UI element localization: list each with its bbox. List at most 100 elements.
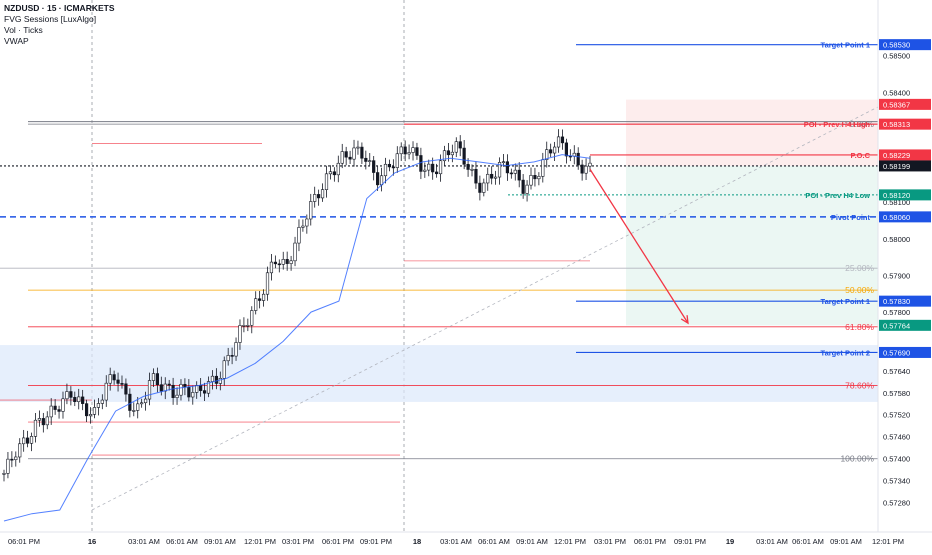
candle-body xyxy=(258,298,262,301)
candle-body xyxy=(431,163,435,173)
stop-zone xyxy=(626,99,878,166)
candle-body xyxy=(478,182,482,193)
candle-body xyxy=(470,168,474,171)
candle-body xyxy=(289,260,293,264)
candle-body xyxy=(332,171,336,176)
candle-body xyxy=(494,176,498,179)
candle-body xyxy=(497,162,502,178)
time-tick: 16 xyxy=(88,537,96,546)
candle-body xyxy=(584,165,588,174)
candle-body xyxy=(474,168,478,184)
price-tag xyxy=(879,39,931,51)
time-tick: 06:01 AM xyxy=(478,537,510,546)
indicator-volume[interactable]: Vol · Ticks xyxy=(4,25,43,35)
candle-body xyxy=(218,378,222,384)
time-tick: 06:01 AM xyxy=(166,537,198,546)
candle-body xyxy=(553,146,557,154)
candle-body xyxy=(368,160,372,162)
candle-body xyxy=(226,355,230,362)
candle-body xyxy=(100,399,104,404)
candle-body xyxy=(545,149,549,160)
candle-body xyxy=(49,405,53,418)
candle-body xyxy=(446,150,451,156)
time-tick: 06:01 PM xyxy=(8,537,40,546)
candle-body xyxy=(344,151,348,158)
candle-body xyxy=(411,147,415,153)
candle-body xyxy=(116,379,120,384)
candle-body xyxy=(104,382,108,401)
candle-body xyxy=(442,150,447,162)
price-tick: 0.57900 xyxy=(883,271,910,280)
price-tag-label: 0.58060 xyxy=(883,213,910,222)
candle-body xyxy=(159,384,163,392)
indicator-vwap[interactable]: VWAP xyxy=(4,36,29,46)
candle-body xyxy=(265,272,270,295)
time-tick: 18 xyxy=(413,537,421,546)
candle-body xyxy=(352,147,356,160)
candle-body xyxy=(529,175,533,186)
candle-body xyxy=(167,383,171,386)
price-tag-label: 0.58530 xyxy=(883,41,910,50)
candle-body xyxy=(29,436,34,444)
candle-body xyxy=(556,136,561,148)
candle-body xyxy=(277,263,281,266)
time-tick: 12:01 PM xyxy=(554,537,586,546)
candle-body xyxy=(360,146,364,159)
candle-body xyxy=(462,147,466,165)
candle-body xyxy=(403,146,407,155)
price-tag xyxy=(879,98,931,110)
fib-label: 61.80% xyxy=(845,322,874,332)
candle-body xyxy=(537,176,541,180)
level-label: P.O.C xyxy=(851,151,871,160)
price-tick: 0.58100 xyxy=(883,198,910,207)
candle-body xyxy=(490,173,494,179)
candle-body xyxy=(254,298,258,311)
projection-arrow xyxy=(589,168,689,324)
time-tick: 06:01 PM xyxy=(634,537,666,546)
candle-body xyxy=(482,182,486,193)
price-tick: 0.58400 xyxy=(883,88,910,97)
candle-body xyxy=(92,407,97,415)
candle-body xyxy=(195,385,199,393)
candle-body xyxy=(399,146,403,155)
price-tick: 0.57520 xyxy=(883,411,910,420)
candle-body xyxy=(25,437,30,444)
candle-body xyxy=(96,403,100,408)
candle-body xyxy=(37,418,41,421)
candle-body xyxy=(22,437,26,445)
candle-body xyxy=(356,146,360,149)
candle-body xyxy=(391,166,395,169)
time-tick: 19 xyxy=(726,537,734,546)
time-tick: 03:01 AM xyxy=(128,537,160,546)
candle-body xyxy=(143,398,148,404)
level-label: Target Point 1 xyxy=(821,41,870,50)
candle-body xyxy=(450,151,454,156)
candle-body xyxy=(521,179,525,194)
candle-body xyxy=(222,360,226,379)
time-tick: 03:01 AM xyxy=(756,537,788,546)
candle-body xyxy=(320,189,325,199)
candle-body xyxy=(171,384,175,398)
candle-body xyxy=(155,373,159,385)
price-tag xyxy=(879,189,931,201)
candle-body xyxy=(313,194,317,202)
candle-body xyxy=(297,227,301,244)
candle-body xyxy=(140,402,144,405)
candle-body xyxy=(206,381,211,394)
candle-body xyxy=(179,383,183,396)
level-label: POI - Prev H4 High xyxy=(804,120,871,129)
symbol-title[interactable]: NZDUSD · 15 · ICMARKETS xyxy=(4,3,115,13)
indicator-fvg[interactable]: FVG Sessions [LuxAlgo] xyxy=(4,14,97,24)
candle-body xyxy=(128,393,132,411)
time-tick: 09:01 PM xyxy=(674,537,706,546)
time-tick: 06:01 PM xyxy=(322,537,354,546)
candle-body xyxy=(214,375,218,384)
candle-body xyxy=(73,397,77,402)
candle-body xyxy=(124,383,128,395)
candle-body xyxy=(187,386,191,398)
candle-body xyxy=(301,225,305,228)
time-tick: 12:01 PM xyxy=(872,537,904,546)
candle-body xyxy=(88,414,93,417)
